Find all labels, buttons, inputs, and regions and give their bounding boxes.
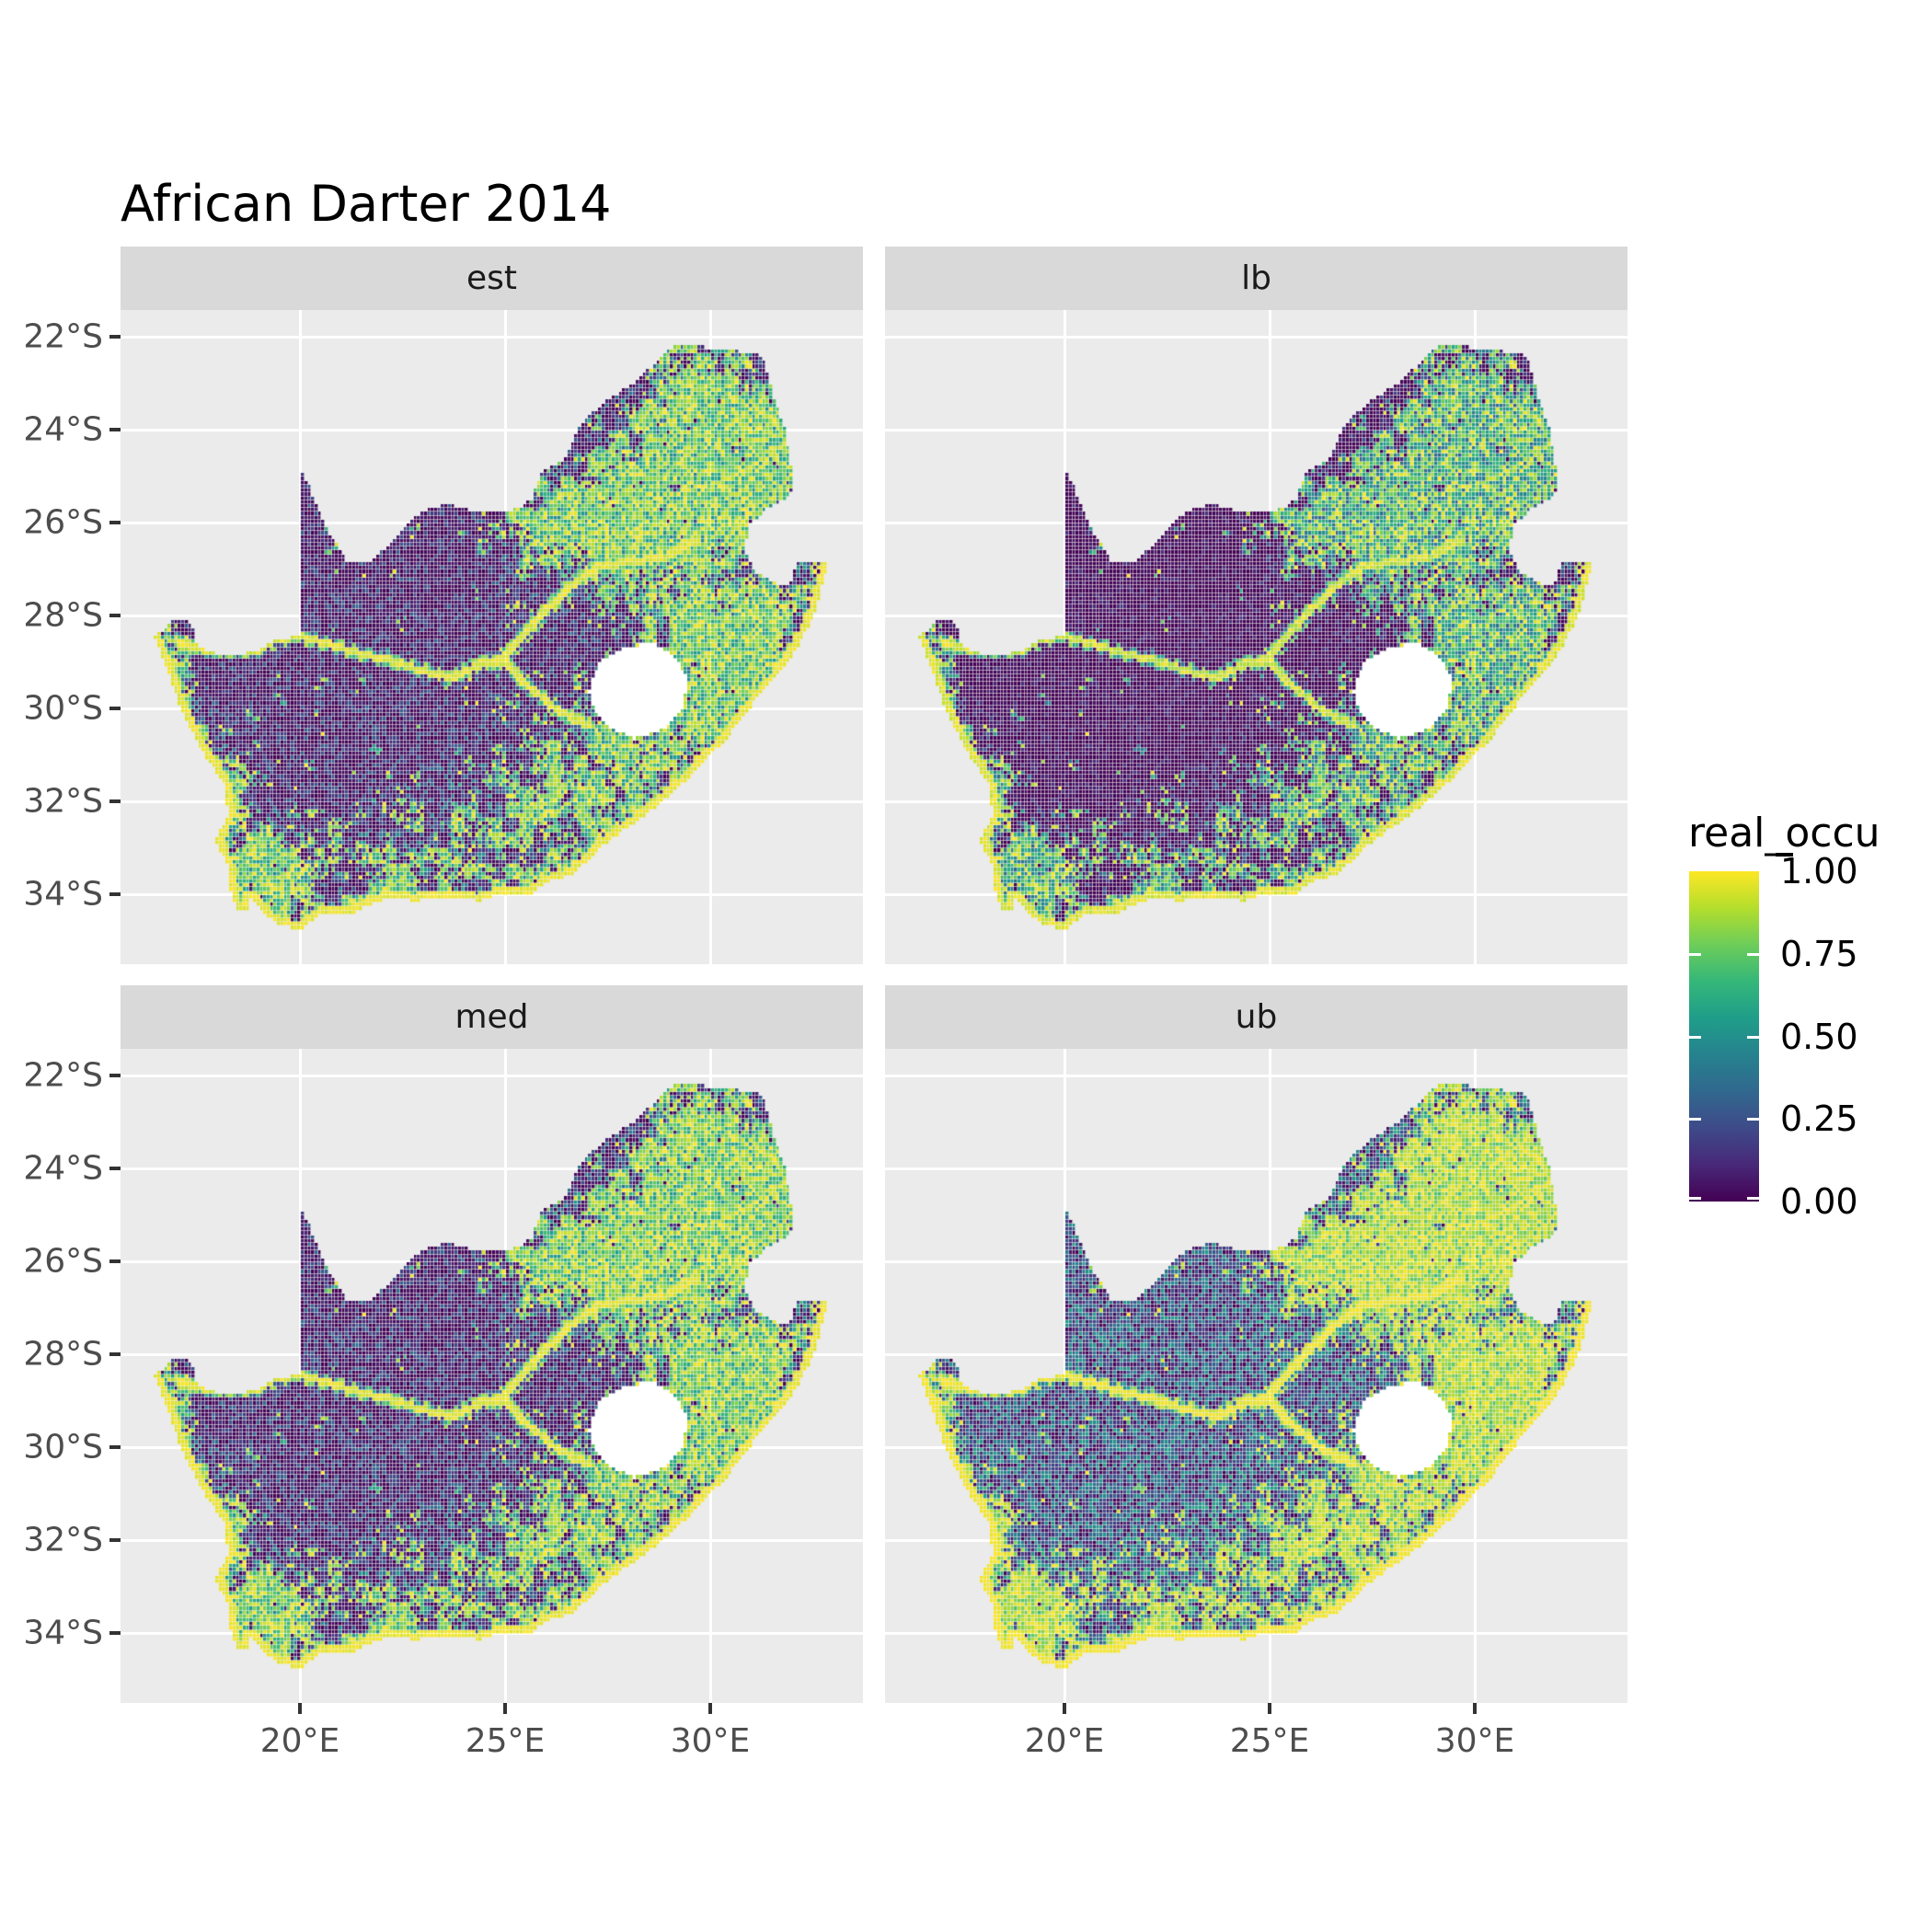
y-axis-tick (109, 799, 121, 803)
map-panel-med (121, 1049, 863, 1703)
y-axis-label: 26°S (23, 1242, 103, 1281)
legend-tick (1689, 1118, 1701, 1121)
legend-tick (1747, 1036, 1759, 1039)
x-axis-label: 25°E (465, 1722, 546, 1760)
y-axis-label: 22°S (23, 317, 103, 356)
legend-tick (1689, 953, 1701, 956)
legend-tick (1747, 1118, 1759, 1121)
y-axis-tick (109, 892, 121, 896)
y-axis-tick (109, 1538, 121, 1542)
legend-top-tick (1776, 853, 1793, 857)
y-axis-tick (109, 1167, 121, 1170)
y-axis-tick (109, 428, 121, 431)
x-axis-label: 20°E (259, 1722, 340, 1760)
x-axis-tick (503, 1703, 507, 1714)
y-axis-label: 28°S (23, 1335, 103, 1374)
y-axis-label: 30°S (23, 1428, 103, 1466)
map-canvas-est (121, 310, 863, 964)
y-axis-tick (109, 1352, 121, 1356)
x-axis-tick (708, 1703, 712, 1714)
map-panel-ub (885, 1049, 1627, 1703)
y-axis-label: 26°S (23, 503, 103, 542)
y-axis-tick (109, 335, 121, 339)
x-axis-tick (1268, 1703, 1271, 1714)
y-axis-label: 24°S (23, 410, 103, 449)
facet-strip-ub: ub (885, 985, 1627, 1049)
y-axis-tick (109, 521, 121, 524)
x-axis-tick (1063, 1703, 1066, 1714)
legend-label: 0.75 (1780, 934, 1858, 974)
map-canvas-ub (885, 1049, 1627, 1703)
x-axis-label: 30°E (670, 1722, 751, 1760)
legend-tick (1747, 1197, 1759, 1200)
map-panel-lb (885, 310, 1627, 964)
x-axis-tick (298, 1703, 302, 1714)
legend-label: 1.00 (1780, 851, 1858, 891)
y-axis-tick (109, 1631, 121, 1635)
legend-title: real_occu (1688, 810, 1880, 857)
y-axis-label: 28°S (23, 596, 103, 635)
y-axis-label: 24°S (23, 1149, 103, 1188)
y-axis-tick (109, 1074, 121, 1077)
map-panel-est (121, 310, 863, 964)
facet-strip-label: med (454, 998, 529, 1036)
y-axis-label: 34°S (23, 1614, 103, 1652)
x-axis-tick (1473, 1703, 1477, 1714)
map-canvas-med (121, 1049, 863, 1703)
y-axis-tick (109, 1445, 121, 1449)
facet-strip-est: est (121, 247, 863, 310)
legend-label: 0.50 (1780, 1017, 1858, 1057)
legend-tick (1689, 1036, 1701, 1039)
facet-strip-label: est (466, 259, 518, 297)
y-axis-label: 30°S (23, 689, 103, 728)
y-axis-label: 22°S (23, 1056, 103, 1095)
legend-label: 0.25 (1780, 1098, 1858, 1139)
y-axis-tick (109, 614, 121, 617)
x-axis-label: 20°E (1024, 1722, 1105, 1760)
legend-label: 0.00 (1780, 1181, 1858, 1222)
y-axis-tick (109, 707, 121, 710)
map-canvas-lb (885, 310, 1627, 964)
legend-tick (1747, 953, 1759, 956)
facet-strip-label: lb (1241, 259, 1271, 297)
facet-strip-lb: lb (885, 247, 1627, 310)
x-axis-label: 25°E (1229, 1722, 1310, 1760)
legend-tick (1689, 1197, 1701, 1200)
facet-strip-label: ub (1235, 998, 1278, 1036)
y-axis-label: 32°S (23, 1521, 103, 1559)
y-axis-label: 32°S (23, 782, 103, 821)
y-axis-tick (109, 1259, 121, 1263)
plot-title: African Darter 2014 (121, 175, 612, 233)
x-axis-label: 30°E (1434, 1722, 1515, 1760)
facet-strip-med: med (121, 985, 863, 1049)
y-axis-label: 34°S (23, 875, 103, 914)
